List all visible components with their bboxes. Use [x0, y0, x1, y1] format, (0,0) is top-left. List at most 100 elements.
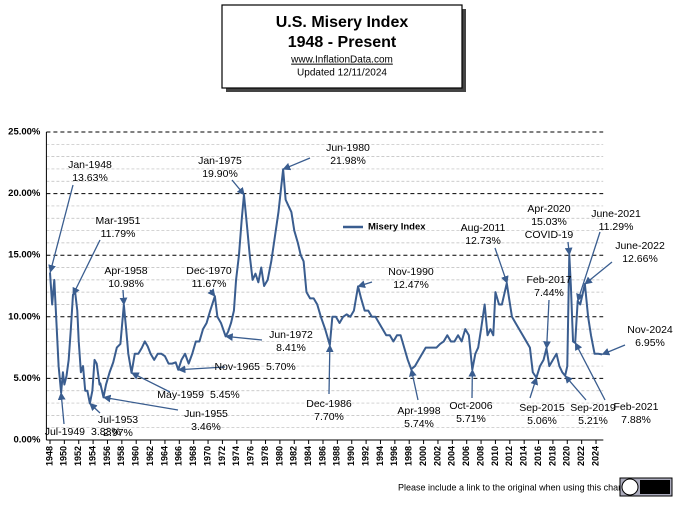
annotation-arrow: [72, 239, 101, 296]
annotation-arrow: [574, 342, 606, 401]
annotation-value: 11.67%: [192, 278, 227, 290]
annotation-value: 11.29%: [599, 221, 634, 233]
annotation-arrow: [177, 365, 226, 374]
x-tick-label: 2000: [418, 446, 428, 466]
x-tick-label: 2016: [533, 446, 543, 466]
annotation-value: 5.71%: [456, 413, 486, 425]
annotation-date: Nov-2024: [627, 324, 673, 336]
annotation-date: Nov-1990: [388, 266, 434, 278]
annotation-value: 13.63%: [72, 172, 108, 184]
x-tick-label: 1976: [246, 446, 256, 466]
annotation-date: Apr-2020: [527, 203, 570, 215]
x-tick-label: 1970: [202, 446, 212, 466]
annotation-date: Jun-1972: [269, 329, 313, 341]
annotation-date: Apr-1998: [397, 405, 440, 417]
annotation-arrow: [543, 299, 551, 350]
y-tick-label: 15.00%: [8, 250, 41, 261]
annotation-arrow: [207, 288, 216, 297]
annotation-date: Jul-1949: [45, 426, 85, 438]
annotation-arrow: [231, 179, 245, 196]
annotation-date: Dec-1970: [186, 265, 232, 277]
annotation-arrow: [494, 247, 509, 284]
x-tick-label: 2010: [490, 446, 500, 466]
annotation-date: Nov-1965: [214, 361, 260, 373]
annotation-arrow: [119, 289, 128, 306]
chart-title: U.S. Misery Index: [276, 14, 409, 31]
annotation-value: 7.70%: [314, 411, 344, 423]
annotation-note: COVID-19: [525, 229, 574, 241]
annotation-date: Jan-1975: [198, 155, 242, 167]
annotation-arrow: [57, 392, 66, 425]
annotation-date: Jun-1980: [326, 142, 370, 154]
annotation-date: Mar-1951: [96, 215, 141, 227]
annotation-date: Feb-2021: [614, 401, 659, 413]
x-tick-label: 1948: [44, 446, 54, 466]
x-tick-label: 2002: [432, 446, 442, 466]
annotation-arrow: [131, 372, 171, 393]
annotation-value: 6.95%: [635, 337, 665, 349]
y-tick-label: 25.00%: [8, 127, 41, 138]
footer: Please include a link to the original wh…: [398, 482, 624, 492]
annotation-arrow: [89, 402, 101, 414]
annotation-date: Sep-2015: [519, 402, 565, 414]
annotation-date: Sep-2019: [570, 402, 616, 414]
chart-subtitle: 1948 - Present: [288, 34, 397, 51]
updated: Updated 12/11/2024: [297, 68, 387, 79]
x-tick-label: 2004: [447, 446, 457, 466]
annotation-value: 5.45%: [210, 389, 240, 401]
annotation-arrow: [564, 375, 587, 401]
x-tick-label: 1980: [274, 446, 284, 466]
annotation-arrow: [529, 376, 539, 399]
x-tick-label: 1958: [116, 446, 126, 466]
x-tick-label: 1992: [360, 446, 370, 466]
annotation-date: Jun-1955: [184, 408, 228, 420]
annotation-arrow: [325, 344, 334, 395]
x-tick-label: 1994: [375, 446, 385, 466]
annotation-arrow: [282, 157, 311, 171]
annotation-date: May-1959: [157, 389, 204, 401]
annotation-date: Oct-2006: [449, 400, 492, 412]
annotation-date: Dec-1986: [306, 398, 352, 410]
annotation-value: 3.83%: [91, 426, 121, 438]
annotation-value: 5.21%: [578, 415, 608, 427]
annotation-date: June-2021: [591, 208, 641, 220]
x-tick-label: 1984: [303, 446, 313, 466]
x-tick-label: 1954: [87, 446, 97, 466]
series-line: [48, 168, 603, 405]
x-tick-label: 2018: [547, 446, 557, 466]
annotation-date: Apr-1958: [104, 265, 147, 277]
annotation-value: 3.46%: [191, 421, 221, 433]
cc-badge: [619, 477, 673, 497]
annotation-arrow: [102, 394, 179, 411]
annotation-arrow: [601, 344, 626, 356]
annotation-value: 21.98%: [330, 155, 366, 167]
x-tick-label: 2014: [519, 446, 529, 466]
annotation-arrow: [584, 261, 613, 285]
annotation-value: 2.97%: [103, 427, 133, 439]
annotation-value: 15.03%: [531, 216, 567, 228]
x-tick-label: 1986: [317, 446, 327, 466]
x-tick-label: 1998: [404, 446, 414, 466]
x-tick-label: 1952: [73, 446, 83, 466]
y-tick-label: 10.00%: [8, 311, 41, 322]
annotation-arrow: [408, 368, 419, 401]
annotation-value: 10.98%: [108, 278, 144, 290]
annotation-date: June-2022: [615, 240, 665, 252]
annotation-value: 7.88%: [621, 414, 651, 426]
x-tick-label: 1962: [145, 446, 155, 466]
annotation-value: 7.44%: [534, 287, 564, 299]
annotation-arrow: [564, 241, 573, 256]
x-tick-label: 2022: [576, 446, 586, 466]
annotation-value: 19.90%: [202, 168, 238, 180]
annotation-value: 12.47%: [393, 279, 429, 291]
annotation-value: 12.66%: [622, 253, 658, 265]
source: www.InflationData.com: [290, 55, 393, 66]
x-tick-label: 2008: [475, 446, 485, 466]
x-tick-label: 1964: [159, 446, 169, 466]
annotation-value: 5.70%: [266, 361, 296, 373]
annotation-arrow: [224, 333, 263, 341]
x-tick-label: 2020: [562, 446, 572, 466]
legend-label: Misery Index: [368, 222, 426, 233]
x-tick-label: 1996: [389, 446, 399, 466]
x-tick-label: 1966: [174, 446, 184, 466]
